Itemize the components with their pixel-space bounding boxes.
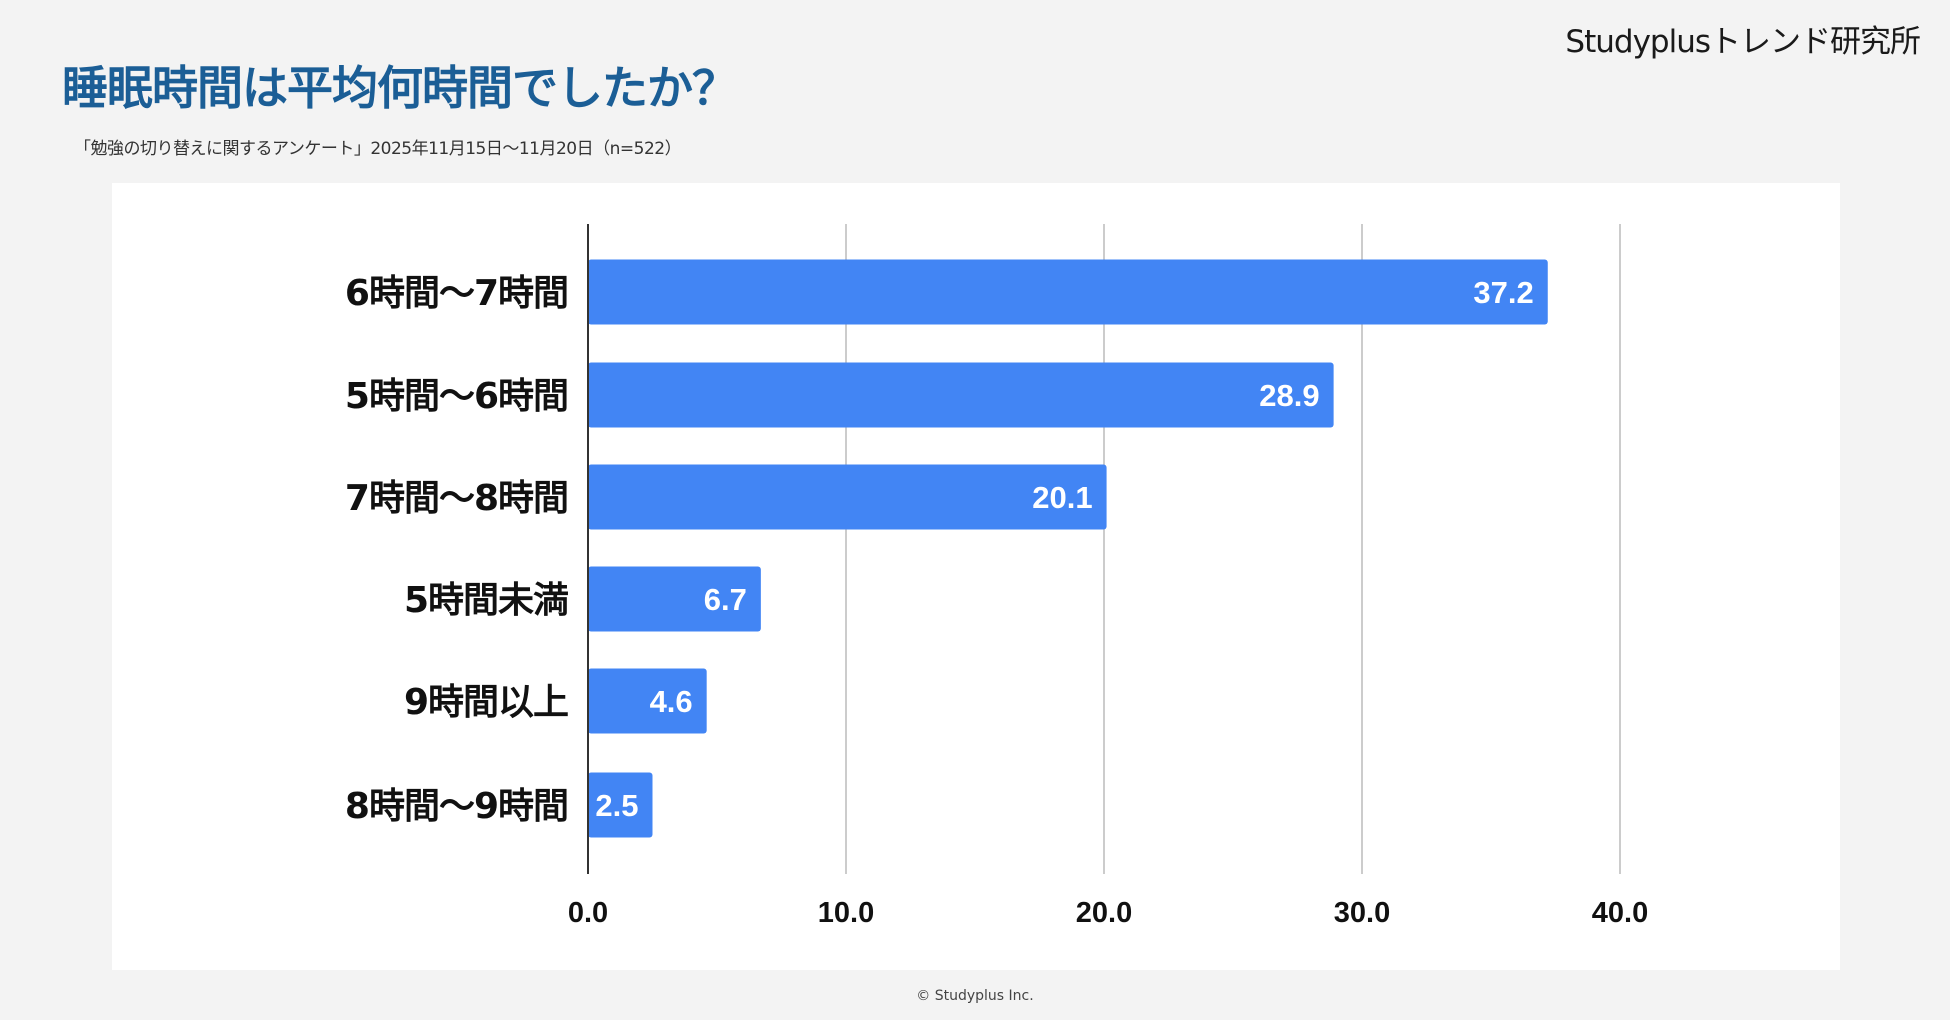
brand-logo: Studyplusトレンド研究所	[1565, 24, 1921, 60]
bar	[588, 362, 1334, 428]
bar	[588, 259, 1548, 325]
data-label: 37.2	[1473, 275, 1533, 310]
category-label: 5時間〜6時間	[345, 376, 568, 417]
bar	[588, 772, 653, 838]
x-tick-label: 0.0	[568, 897, 608, 929]
bar	[588, 668, 707, 734]
category-label: 7時間〜8時間	[345, 478, 568, 519]
copyright: © Studyplus Inc.	[916, 988, 1034, 1004]
data-label: 20.1	[1032, 480, 1092, 515]
data-label: 2.5	[595, 788, 638, 823]
category-label: 8時間〜9時間	[345, 786, 568, 827]
x-tick-label: 20.0	[1076, 897, 1132, 929]
category-label: 6時間〜7時間	[345, 273, 568, 314]
category-label: 9時間以上	[404, 682, 568, 723]
survey-subtitle: 「勉強の切り替えに関するアンケート」2025年11月15日〜11月20日（n=5…	[74, 139, 682, 159]
category-label: 5時間未満	[404, 580, 568, 621]
bar	[588, 566, 761, 632]
page-title: 睡眠時間は平均何時間でしたか？	[62, 61, 738, 115]
bar	[588, 464, 1107, 530]
data-label: 6.7	[704, 582, 747, 617]
data-label: 4.6	[650, 684, 693, 719]
data-label: 28.9	[1259, 378, 1319, 413]
x-tick-label: 30.0	[1334, 897, 1390, 929]
x-tick-label: 10.0	[818, 897, 874, 929]
x-tick-label: 40.0	[1592, 897, 1648, 929]
